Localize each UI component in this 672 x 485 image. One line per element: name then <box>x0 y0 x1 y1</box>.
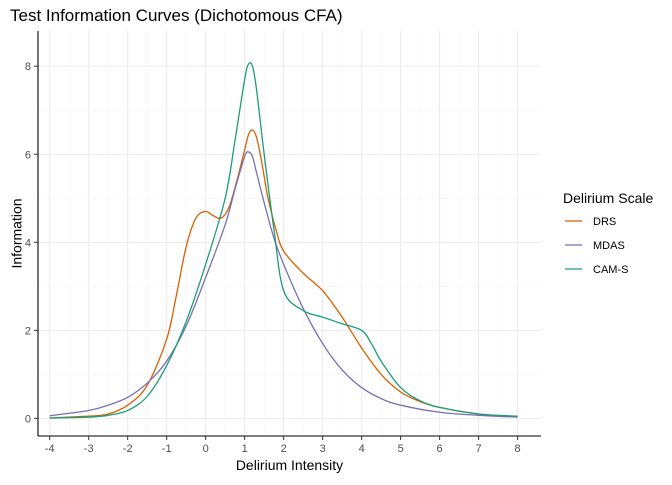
x-tick-label: -1 <box>162 443 172 455</box>
x-tick-label: 8 <box>515 443 521 455</box>
series-line-drs <box>49 129 518 419</box>
x-tick-label: -4 <box>45 443 55 455</box>
legend-label-drs: DRS <box>593 216 616 228</box>
x-tick-label: -3 <box>84 443 94 455</box>
y-tick-label: 8 <box>25 61 31 73</box>
chart-title: Test Information Curves (Dichotomous CFA… <box>10 6 343 25</box>
legend-label-cam-s: CAM-S <box>593 264 628 276</box>
grid <box>38 31 541 436</box>
y-tick-label: 2 <box>25 325 31 337</box>
x-tick-label: 3 <box>320 443 326 455</box>
x-tick-label: 5 <box>398 443 404 455</box>
legend-title: Delirium Scale <box>563 190 653 206</box>
series-lines <box>49 62 518 419</box>
x-tick-label: 6 <box>437 443 443 455</box>
x-tick-label: 0 <box>203 443 209 455</box>
x-tick-label: 4 <box>359 443 365 455</box>
legend: Delirium Scale DRS MDAS CAM-S <box>563 190 653 276</box>
y-tick-label: 4 <box>25 237 31 249</box>
x-tick-label: 1 <box>242 443 248 455</box>
y-axis-title: Information <box>9 198 25 268</box>
legend-label-mdas: MDAS <box>593 240 625 252</box>
x-axis-title: Delirium Intensity <box>236 457 343 473</box>
axes: -4 -3 -2 -1 0 1 2 3 4 5 6 7 8 0 2 4 6 8 <box>25 31 541 455</box>
x-tick-label: -2 <box>123 443 133 455</box>
x-tick-label: 2 <box>281 443 287 455</box>
y-tick-label: 6 <box>25 149 31 161</box>
x-tick-label: 7 <box>476 443 482 455</box>
series-line-mdas <box>49 151 518 418</box>
y-tick-label: 0 <box>25 413 31 425</box>
series-line-cam-s <box>49 62 518 419</box>
